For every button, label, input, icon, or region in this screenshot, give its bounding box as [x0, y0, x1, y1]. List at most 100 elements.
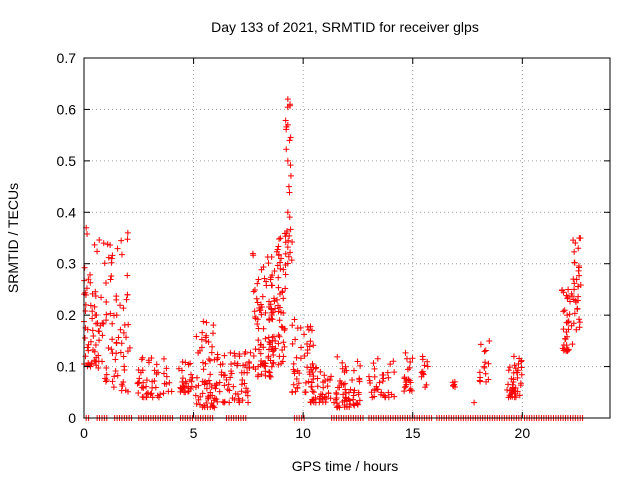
data-point-marker — [289, 322, 296, 329]
data-point-marker — [214, 356, 221, 363]
data-point-marker — [409, 355, 416, 362]
data-point-marker — [343, 403, 350, 410]
x-tick-label: 0 — [80, 425, 88, 441]
data-point-marker — [193, 333, 200, 340]
data-point-marker — [91, 303, 98, 310]
data-point-marker — [302, 379, 309, 386]
data-point-marker — [269, 272, 276, 279]
data-point-marker — [304, 364, 311, 371]
data-point-marker — [419, 370, 426, 377]
data-point-marker — [108, 346, 115, 353]
data-point-marker — [250, 364, 257, 371]
data-point-marker — [339, 359, 346, 366]
data-point-marker — [310, 342, 317, 349]
data-point-marker — [244, 392, 251, 399]
data-point-marker — [210, 322, 217, 329]
data-point-marker — [333, 389, 340, 396]
data-point-marker — [84, 231, 91, 238]
data-point-marker — [343, 367, 350, 374]
data-point-marker — [113, 296, 120, 303]
data-point-marker — [108, 259, 115, 266]
data-point-marker — [572, 299, 579, 306]
data-point-marker — [263, 278, 270, 285]
data-point-marker — [207, 357, 214, 364]
x-tick-label: 20 — [515, 425, 531, 441]
data-point-marker — [181, 384, 188, 391]
data-point-marker — [274, 302, 281, 309]
data-point-marker — [310, 399, 317, 406]
data-point-marker — [347, 386, 354, 393]
data-point-marker — [254, 280, 261, 287]
data-point-marker — [87, 279, 94, 286]
data-point-marker — [91, 241, 98, 248]
data-point-marker — [118, 251, 125, 258]
data-point-marker — [239, 397, 246, 404]
data-point-marker — [356, 378, 363, 385]
data-point-marker — [230, 383, 237, 390]
data-point-marker — [291, 316, 298, 323]
data-point-marker — [151, 367, 158, 374]
data-point-marker — [569, 341, 576, 348]
data-point-marker — [120, 353, 127, 360]
data-point-marker — [514, 374, 521, 381]
data-point-marker — [276, 317, 283, 324]
data-point-marker — [98, 294, 105, 301]
data-point-marker — [350, 367, 357, 374]
data-point-marker — [207, 371, 214, 378]
data-point-marker — [324, 376, 331, 383]
data-point-marker — [342, 386, 349, 393]
data-point-marker — [356, 397, 363, 404]
data-point-marker — [370, 360, 377, 367]
data-point-marker — [153, 361, 160, 368]
data-point-marker — [209, 343, 216, 350]
data-point-marker — [318, 395, 325, 402]
data-point-marker — [573, 326, 580, 333]
data-point-marker — [160, 390, 167, 397]
data-point-marker — [279, 324, 286, 331]
data-point-marker — [114, 372, 121, 379]
data-point-marker — [243, 364, 250, 371]
data-point-marker — [187, 360, 194, 367]
data-point-marker — [286, 137, 293, 144]
data-point-marker — [485, 360, 492, 367]
data-point-marker — [120, 378, 127, 385]
x-tick-label: 10 — [295, 425, 311, 441]
data-point-marker — [406, 377, 413, 384]
data-point-marker — [195, 396, 202, 403]
data-point-marker — [307, 323, 314, 330]
data-point-marker — [258, 266, 265, 273]
data-point-marker — [271, 346, 278, 353]
data-point-marker — [250, 288, 257, 295]
data-point-marker — [374, 386, 381, 393]
data-point-marker — [101, 260, 108, 267]
data-point-marker — [108, 273, 115, 280]
data-point-marker — [273, 248, 280, 255]
data-point-marker — [214, 351, 221, 358]
data-point-marker — [511, 362, 518, 369]
data-point-marker — [231, 350, 238, 357]
data-point-marker — [563, 292, 570, 299]
data-point-marker — [306, 371, 313, 378]
data-point-marker — [112, 367, 119, 374]
data-point-marker — [96, 328, 103, 335]
data-point-marker — [481, 348, 488, 355]
data-point-marker — [257, 301, 264, 308]
data-point-marker — [313, 364, 320, 371]
data-point-marker — [284, 157, 291, 164]
data-point-marker — [234, 391, 241, 398]
data-point-marker — [214, 398, 221, 405]
data-point-marker — [267, 373, 274, 380]
data-point-marker — [308, 327, 315, 334]
data-point-marker — [270, 359, 277, 366]
data-point-marker — [577, 282, 584, 289]
data-point-marker — [216, 388, 223, 395]
data-point-marker — [89, 315, 96, 322]
data-point-marker — [109, 378, 116, 385]
data-point-marker — [357, 362, 364, 369]
data-point-marker — [280, 295, 287, 302]
data-point-marker — [88, 360, 95, 367]
data-point-marker — [564, 312, 571, 319]
data-point-marker — [420, 371, 427, 378]
data-point-marker — [295, 380, 302, 387]
data-point-marker — [275, 252, 282, 259]
